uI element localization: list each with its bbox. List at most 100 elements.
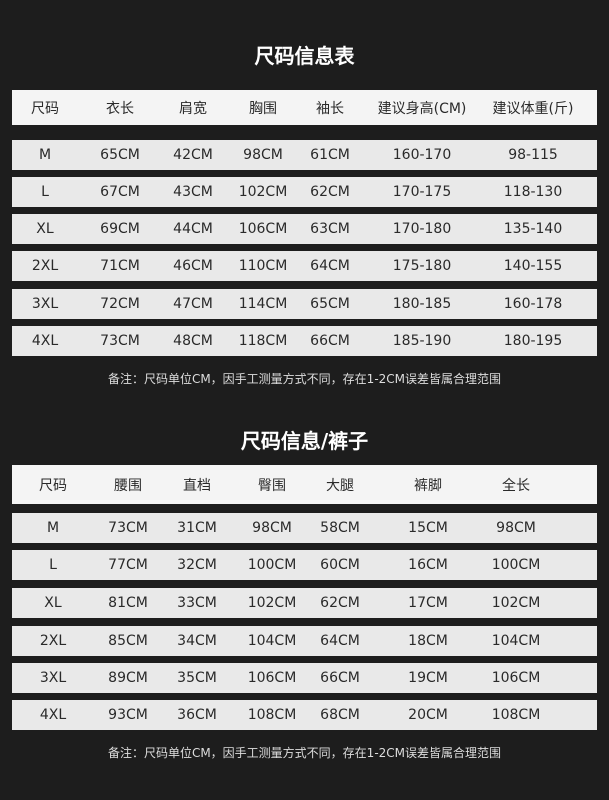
table-cell: 93CM xyxy=(108,707,148,723)
table-cell: 100CM xyxy=(247,557,297,573)
table-cell: 180-185 xyxy=(392,296,452,312)
header-cell: 臀围 xyxy=(258,477,286,494)
table-cell: 102CM xyxy=(238,184,288,200)
table-cell: 89CM xyxy=(108,670,148,686)
table-cell: 3XL xyxy=(31,296,59,312)
table-row: 2XL 85CM 34CM 104CM 64CM 18CM 104CM xyxy=(12,626,597,656)
table-cell: 19CM xyxy=(408,670,448,686)
table-cell: 36CM xyxy=(177,707,217,723)
table-cell: 118CM xyxy=(238,333,288,349)
header-cell: 直档 xyxy=(183,477,211,494)
table-cell: 65CM xyxy=(310,296,350,312)
table-cell: 135-140 xyxy=(503,221,563,237)
table-cell: 69CM xyxy=(100,221,140,237)
table-cell: 42CM xyxy=(173,147,213,163)
table-row: M 73CM 31CM 98CM 58CM 15CM 98CM xyxy=(12,513,597,543)
table-cell: 62CM xyxy=(320,595,360,611)
table-cell: 108CM xyxy=(491,707,541,723)
table-cell: L xyxy=(41,184,49,200)
table-cell: 114CM xyxy=(238,296,288,312)
pants-title: 尺码信息/裤子 xyxy=(240,429,369,453)
table-cell: 35CM xyxy=(177,670,217,686)
table-cell: 72CM xyxy=(100,296,140,312)
table-cell: 15CM xyxy=(408,520,448,536)
table-cell: 4XL xyxy=(39,707,67,723)
header-cell: 肩宽 xyxy=(179,100,207,117)
table-cell: 106CM xyxy=(247,670,297,686)
table-cell: 2XL xyxy=(31,258,59,274)
table-cell: 58CM xyxy=(320,520,360,536)
table-row: 3XL 89CM 35CM 106CM 66CM 19CM 106CM xyxy=(12,663,597,693)
table-cell: 180-195 xyxy=(503,333,563,349)
table-cell: 73CM xyxy=(108,520,148,536)
table-cell: 98CM xyxy=(243,147,283,163)
table-cell: 106CM xyxy=(491,670,541,686)
table-cell: 68CM xyxy=(320,707,360,723)
table-cell: 102CM xyxy=(247,595,297,611)
table-cell: 98CM xyxy=(252,520,292,536)
table-row: L 67CM 43CM 102CM 62CM 170-175 118-130 xyxy=(12,177,597,207)
table-cell: 170-175 xyxy=(392,184,452,200)
header-cell: 全长 xyxy=(502,477,530,494)
table-cell: 85CM xyxy=(108,633,148,649)
table-cell: 81CM xyxy=(108,595,148,611)
header-cell: 尺码 xyxy=(31,100,59,117)
table-cell: 65CM xyxy=(100,147,140,163)
table-cell: 140-155 xyxy=(503,258,563,274)
header-cell: 袖长 xyxy=(316,100,344,117)
table-cell: 17CM xyxy=(408,595,448,611)
table-cell: 160-170 xyxy=(392,147,452,163)
table-row: M 65CM 42CM 98CM 61CM 160-170 98-115 xyxy=(12,140,597,170)
table-cell: 98-115 xyxy=(508,147,558,163)
table-header: 尺码 腰围 直档 臀围 大腿 裤脚 全长 xyxy=(12,465,597,504)
table-cell: 48CM xyxy=(173,333,213,349)
table-cell: M xyxy=(46,520,60,536)
header-cell: 裤脚 xyxy=(414,477,442,494)
table-cell: 62CM xyxy=(310,184,350,200)
table-cell: 64CM xyxy=(310,258,350,274)
table-cell: 71CM xyxy=(100,258,140,274)
table-cell: 46CM xyxy=(173,258,213,274)
table-cell: 185-190 xyxy=(392,333,452,349)
table-cell: 98CM xyxy=(496,520,536,536)
table-cell: XL xyxy=(44,595,62,611)
table-cell: 4XL xyxy=(31,333,59,349)
table-cell: 118-130 xyxy=(503,184,563,200)
table-cell: 2XL xyxy=(39,633,67,649)
table-cell: 104CM xyxy=(491,633,541,649)
table-cell: XL xyxy=(36,221,54,237)
table-cell: 20CM xyxy=(408,707,448,723)
table-cell: 102CM xyxy=(491,595,541,611)
table-cell: 3XL xyxy=(39,670,67,686)
table-header: 尺码 衣长 肩宽 胸围 袖长 建议身高(CM) 建议体重(斤) xyxy=(12,90,597,125)
table-cell: L xyxy=(49,557,57,573)
table-cell: 44CM xyxy=(173,221,213,237)
table-cell: 63CM xyxy=(310,221,350,237)
table-row: 2XL 71CM 46CM 110CM 64CM 175-180 140-155 xyxy=(12,251,597,281)
table-cell: 110CM xyxy=(238,258,288,274)
header-cell: 建议体重(斤) xyxy=(492,100,574,117)
table-cell: 66CM xyxy=(310,333,350,349)
table-cell: 64CM xyxy=(320,633,360,649)
table-cell: 104CM xyxy=(247,633,297,649)
table-cell: 32CM xyxy=(177,557,217,573)
header-cell: 胸围 xyxy=(249,100,277,117)
table-cell: 160-178 xyxy=(503,296,563,312)
table-cell: M xyxy=(38,147,52,163)
table-row: XL 69CM 44CM 106CM 63CM 170-180 135-140 xyxy=(12,214,597,244)
table-cell: 108CM xyxy=(247,707,297,723)
header-cell: 建议身高(CM) xyxy=(377,100,467,117)
table-cell: 170-180 xyxy=(392,221,452,237)
table-row: XL 81CM 33CM 102CM 62CM 17CM 102CM xyxy=(12,588,597,618)
table-cell: 100CM xyxy=(491,557,541,573)
header-cell: 尺码 xyxy=(39,477,67,494)
tops-note: 备注：尺码单位CM，因手工测量方式不同，存在1-2CM误差皆属合理范围 xyxy=(107,372,502,386)
table-cell: 66CM xyxy=(320,670,360,686)
header-cell: 腰围 xyxy=(114,477,142,494)
pants-note: 备注：尺码单位CM，因手工测量方式不同，存在1-2CM误差皆属合理范围 xyxy=(107,746,502,760)
table-cell: 31CM xyxy=(177,520,217,536)
table-cell: 16CM xyxy=(408,557,448,573)
tops-title: 尺码信息表 xyxy=(254,44,355,68)
table-row: 3XL 72CM 47CM 114CM 65CM 180-185 160-178 xyxy=(12,289,597,319)
